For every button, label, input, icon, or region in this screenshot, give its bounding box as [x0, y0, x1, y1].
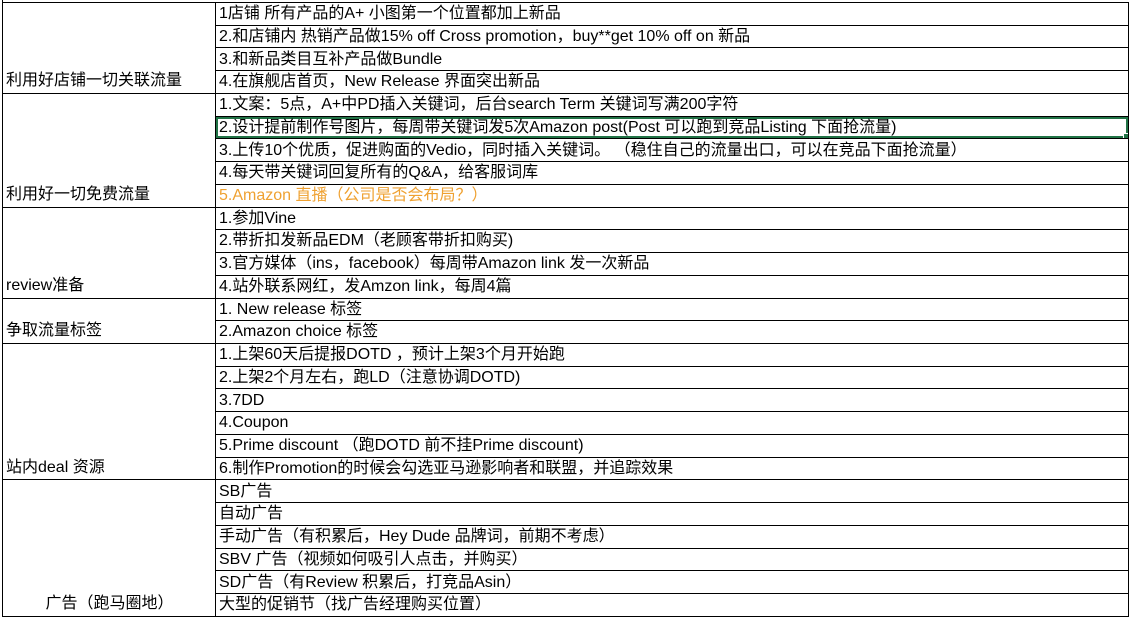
- selected-cell[interactable]: 2.设计提前制作号图片，每周带关键词发5次Amazon post(Post 可以…: [215, 115, 1129, 140]
- cell[interactable]: 4.每天带关键词回复所有的Q&A，给客服词库: [215, 161, 1129, 185]
- table-row: 利用好一切免费流量 1.文案：5点，A+中PD插入关键词，后台search Te…: [2, 92, 1129, 208]
- cell[interactable]: 手动广告（有积累后，Hey Dude 品牌词，前期不考虑）: [215, 524, 1129, 549]
- table-row: 大型的促销节（找广告经理购买位置）: [3, 593, 1129, 617]
- cell[interactable]: 4.在旗舰店首页，New Release 界面突出新品: [215, 70, 1129, 94]
- cell[interactable]: 1.文案：5点，A+中PD插入关键词，后台search Term 关键词写满20…: [215, 92, 1129, 117]
- cell[interactable]: 6.制作Promotion的时候会勾选亚马逊影响者和联盟，并追踪效果: [215, 456, 1129, 481]
- table-row: 广告（跑马圈地） SB广告: [2, 479, 1129, 617]
- cell[interactable]: 自动广告: [215, 502, 1129, 526]
- table-row: 4.每天带关键词回复所有的Q&A，给客服词库: [3, 161, 1129, 185]
- cell[interactable]: 1店铺 所有产品的A+ 小图第一个位置都加上新品: [215, 2, 1129, 26]
- cell[interactable]: 3.7DD: [215, 388, 1129, 413]
- table-row: 利用好店铺一切关联流量 1店铺 所有产品的A+ 小图第一个位置都加上新品: [2, 2, 1129, 94]
- cell[interactable]: 2.和店铺内 热销产品做15% off Cross promotion，buy*…: [215, 24, 1129, 49]
- section-label-onsite-deals[interactable]: 站内deal 资源: [2, 343, 216, 481]
- section-label-traffic-badges[interactable]: 争取流量标签: [2, 297, 216, 345]
- cell[interactable]: SBV 广告（视频如何吸引人点击，并购买）: [215, 547, 1129, 572]
- cell[interactable]: 4.站外联系网红，发Amzon link，每周4篇: [215, 274, 1129, 299]
- section-label-free-traffic[interactable]: 利用好一切免费流量: [2, 92, 216, 208]
- cell[interactable]: 2.上架2个月左右，跑LD（注意协调DOTD): [215, 365, 1129, 390]
- section-label-store-traffic[interactable]: 利用好店铺一切关联流量: [2, 2, 216, 94]
- cell[interactable]: 2.带折扣发新品EDM（老顾客带折扣购买): [215, 229, 1129, 254]
- table-row: 5.Prime discount （跑DOTD 前不挂Prime discoun…: [3, 433, 1129, 458]
- cell[interactable]: 2.Amazon choice 标签: [215, 320, 1129, 345]
- table-row: 2.设计提前制作号图片，每周带关键词发5次Amazon post(Post 可以…: [3, 115, 1129, 140]
- cell[interactable]: 1. New release 标签: [215, 297, 1129, 322]
- cell[interactable]: 1.参加Vine: [215, 206, 1129, 231]
- cell[interactable]: 1.上架60天后提报DOTD ，预计上架3个月开始跑: [215, 343, 1129, 367]
- cell[interactable]: 4.Coupon: [215, 411, 1129, 435]
- selected-cell-text: 2.设计提前制作号图片，每周带关键词发5次Amazon post(Post 可以…: [219, 118, 897, 136]
- table-row: 3.上传10个优质，促进购面的Vedio，同时插入关键词。 （稳住自己的流量出口…: [3, 138, 1129, 163]
- table-row: 手动广告（有积累后，Hey Dude 品牌词，前期不考虑）: [3, 524, 1129, 549]
- cell[interactable]: 3.和新品类目互补产品做Bundle: [215, 47, 1129, 72]
- table-row: 争取流量标签 1. New release 标签: [2, 297, 1129, 345]
- cell[interactable]: SD广告（有Review 积累后，打竞品Asin）: [215, 570, 1129, 595]
- table-row: 2.Amazon choice 标签: [3, 320, 1129, 345]
- table-row: review准备 1.参加Vine: [2, 206, 1129, 299]
- section-label-advertising[interactable]: 广告（跑马圈地）: [2, 479, 216, 617]
- cell-orange-note[interactable]: 5.Amazon 直播（公司是否会布局？）: [215, 183, 1129, 208]
- table-row: 4.在旗舰店首页，New Release 界面突出新品: [3, 70, 1129, 94]
- cell[interactable]: 3.官方媒体（ins，facebook）每周带Amazon link 发一次新品: [215, 252, 1129, 276]
- cell[interactable]: 5.Prime discount （跑DOTD 前不挂Prime discoun…: [215, 433, 1129, 458]
- grid-edge-tick: [2, 0, 3, 3]
- cell[interactable]: SB广告: [215, 479, 1129, 504]
- table-row: 4.站外联系网红，发Amzon link，每周4篇: [3, 274, 1129, 299]
- cell[interactable]: 3.上传10个优质，促进购面的Vedio，同时插入关键词。 （稳住自己的流量出口…: [215, 138, 1129, 163]
- table-row: 2.和店铺内 热销产品做15% off Cross promotion，buy*…: [3, 24, 1129, 49]
- table-row: 站内deal 资源 1.上架60天后提报DOTD ，预计上架3个月开始跑: [2, 343, 1129, 481]
- fill-handle[interactable]: [1123, 133, 1128, 138]
- section-label-review-prep[interactable]: review准备: [2, 206, 216, 299]
- cell[interactable]: 大型的促销节（找广告经理购买位置）: [215, 593, 1129, 617]
